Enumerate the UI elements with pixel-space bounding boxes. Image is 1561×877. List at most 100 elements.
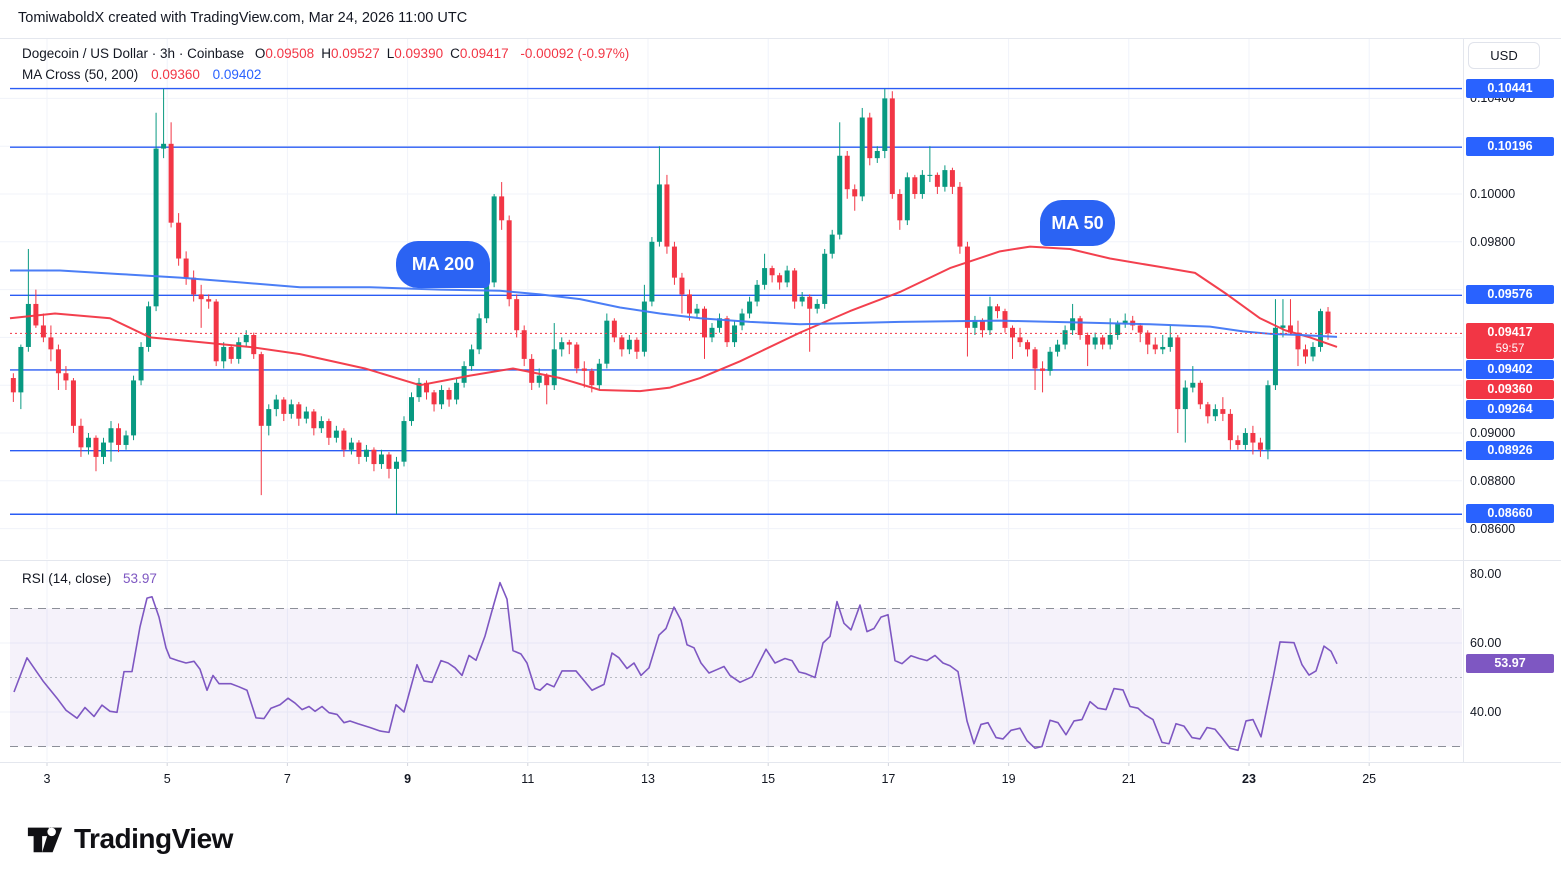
candle [93, 437, 99, 457]
candle [446, 389, 452, 400]
rsi-badge: 53.97 [1466, 654, 1554, 674]
candles-layer [10, 88, 1331, 515]
candle [48, 337, 54, 350]
candle [1055, 344, 1061, 352]
candle [927, 174, 933, 176]
candle [288, 404, 294, 414]
candle [709, 327, 715, 338]
candle [656, 184, 662, 242]
tradingview-logo[interactable]: TradingView [26, 820, 233, 858]
candle [183, 258, 189, 278]
price-tick: 0.08600 [1470, 521, 1516, 536]
candle [1145, 332, 1151, 345]
horizontal-level-lines[interactable] [10, 87, 1462, 515]
ohlc-key: C [450, 46, 460, 61]
price-axis-divider [1463, 38, 1464, 762]
candle [994, 306, 1000, 312]
candle [1100, 337, 1106, 345]
ma50-line[interactable] [9, 245, 1338, 393]
bar-countdown: 59:57 [1495, 343, 1525, 356]
price-badge-0.10441: 0.10441 [1466, 78, 1554, 98]
candle [10, 378, 16, 393]
candle [521, 330, 527, 359]
candle [814, 303, 820, 309]
tradingview-logo-text: TradingView [74, 823, 233, 854]
symbol-info-bar[interactable]: Dogecoin / US Dollar · 3h · Coinbase O0.… [22, 46, 629, 61]
time-label-23: 23 [1242, 772, 1256, 786]
candle [303, 411, 309, 419]
candle [972, 320, 978, 328]
candle [604, 320, 610, 364]
candle [161, 143, 167, 149]
candle [123, 435, 129, 445]
indicator-name: MA Cross (50, 200) [22, 67, 139, 82]
currency-toggle-button[interactable]: USD [1468, 42, 1540, 69]
candle [1272, 327, 1278, 386]
candle [889, 98, 895, 194]
candle [1265, 385, 1271, 450]
candle [641, 301, 647, 352]
candle [882, 98, 888, 151]
ohlc-value: 0.09527 [330, 46, 380, 61]
candle [1280, 325, 1286, 328]
candle [25, 303, 31, 347]
candle [1250, 433, 1256, 443]
candle [664, 184, 670, 247]
rsi-line [13, 581, 1338, 752]
candle [1205, 404, 1211, 417]
candle [1092, 337, 1098, 345]
candle [964, 246, 970, 328]
attribution-text: TomiwaboldX created with TradingView.com… [18, 10, 468, 26]
candle [837, 155, 843, 235]
candle [146, 306, 152, 347]
candle [416, 382, 422, 398]
candle [724, 318, 730, 343]
ohlc-value: 0.09417 [459, 46, 509, 61]
candle [1032, 349, 1038, 369]
candle [934, 174, 940, 187]
candle [649, 241, 655, 302]
ma50-label-bubble[interactable]: MA 50 [1040, 200, 1115, 246]
candle [1085, 335, 1091, 345]
rsi-legend[interactable]: RSI (14, close) 53.97 [22, 571, 157, 586]
candle [206, 299, 212, 302]
candle [596, 363, 602, 386]
candle [1002, 311, 1008, 328]
candle [1077, 318, 1083, 336]
candle [671, 246, 677, 278]
candle [1318, 311, 1324, 347]
candle [949, 170, 955, 187]
candle [829, 234, 835, 254]
rsi-tick: 60.00 [1470, 636, 1502, 650]
candle [326, 421, 332, 438]
candle [762, 268, 768, 285]
price-tick: 0.08800 [1470, 473, 1516, 488]
ohlc-values: O0.09508 H0.09527 L0.09390 C0.09417 [248, 46, 509, 61]
rsi-band [10, 608, 1462, 747]
indicator-legend[interactable]: MA Cross (50, 200) 0.09360 0.09402 [22, 67, 261, 82]
candle [1175, 337, 1181, 410]
candle [739, 313, 745, 326]
candle [40, 325, 46, 338]
ma200-line[interactable] [10, 269, 1338, 338]
ma200-label-bubble[interactable]: MA 200 [396, 241, 490, 288]
price-badge-0.10196: 0.10196 [1466, 137, 1554, 157]
candle [371, 449, 377, 465]
candle [131, 380, 137, 436]
candle [281, 399, 287, 414]
candle [439, 389, 445, 405]
price-tick: 0.09000 [1470, 426, 1516, 440]
symbol-title: Dogecoin / US Dollar · 3h · Coinbase [22, 46, 245, 61]
time-label-11: 11 [521, 772, 535, 786]
time-label-7: 7 [283, 772, 291, 786]
candle [409, 397, 415, 422]
candle [318, 421, 324, 429]
candle [116, 428, 122, 445]
candle [679, 277, 685, 295]
candle [544, 375, 550, 386]
price-badge-0.09264: 0.09264 [1466, 400, 1554, 420]
price-tick: 0.10000 [1470, 187, 1516, 201]
pane-divider[interactable] [0, 560, 1561, 561]
candle [18, 346, 24, 393]
